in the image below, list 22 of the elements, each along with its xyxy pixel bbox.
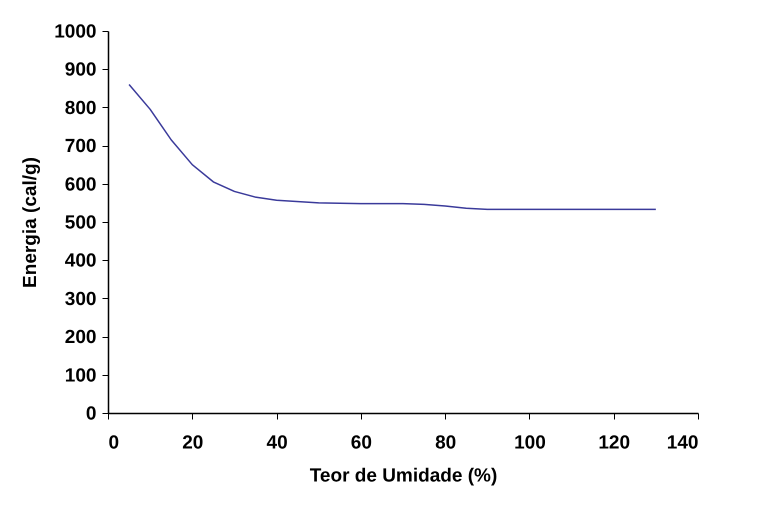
x-tick-label: 60 — [350, 432, 372, 454]
y-tick-label: 0 — [86, 404, 96, 424]
line-series — [128, 84, 657, 210]
x-tick-label: 40 — [266, 432, 288, 454]
x-tick-label: 120 — [598, 432, 630, 454]
x-tick-label: 80 — [435, 432, 456, 454]
x-tick-label: 0 — [108, 432, 120, 454]
x-tick-label: 140 — [666, 432, 698, 454]
x-tick-label: 100 — [514, 432, 546, 454]
y-tick-label: 100 — [64, 365, 96, 386]
y-axis-title: Energia (cal/g) — [20, 157, 42, 288]
y-tick-label: 300 — [64, 288, 96, 310]
y-tick-label: 500 — [64, 212, 96, 234]
x-tick-label: 20 — [182, 432, 204, 454]
y-tick-label: 600 — [64, 174, 96, 196]
y-tick-label: 1000 — [54, 22, 96, 42]
x-axis-title: Teor de Umidade (%) — [310, 466, 498, 486]
y-tick-label: 700 — [64, 136, 96, 158]
y-tick-label: 800 — [64, 98, 96, 119]
y-tick-label: 200 — [64, 327, 96, 348]
y-tick-label: 900 — [64, 60, 96, 81]
y-tick-label: 400 — [64, 250, 96, 272]
